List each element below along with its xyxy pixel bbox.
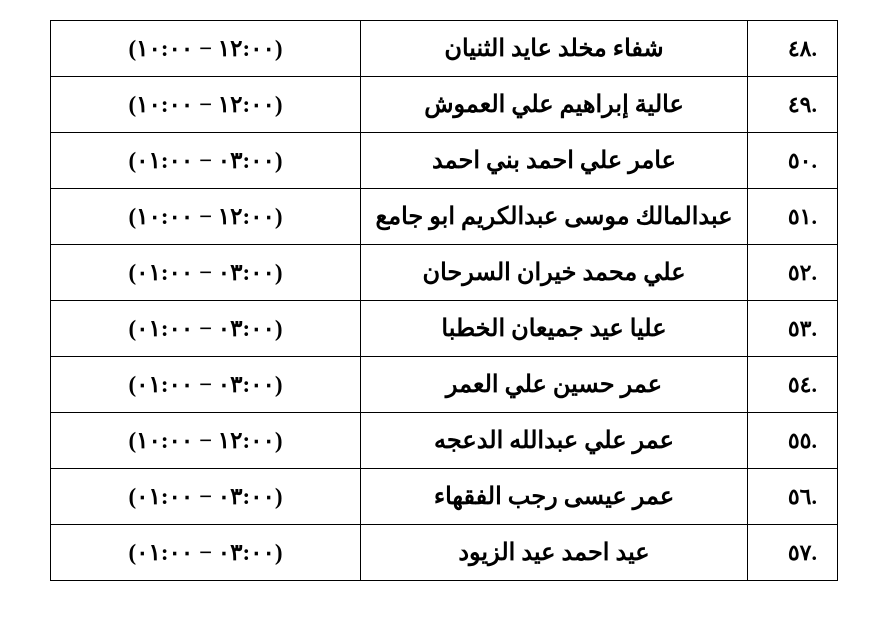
row-time: (١٢:٠٠ − ١٠:٠٠) — [51, 77, 361, 133]
row-index: .٥٦ — [748, 469, 838, 525]
row-time: (٠٣:٠٠ − ٠١:٠٠) — [51, 469, 361, 525]
row-index: .٥٣ — [748, 301, 838, 357]
row-name: شفاء مخلد عايد الثنيان — [361, 21, 748, 77]
table-row: .٥٤عمر حسين علي العمر(٠٣:٠٠ − ٠١:٠٠) — [51, 357, 838, 413]
table-row: .٥٠عامر علي احمد بني احمد(٠٣:٠٠ − ٠١:٠٠) — [51, 133, 838, 189]
table-row: .٥٧عيد احمد عيد الزيود(٠٣:٠٠ − ٠١:٠٠) — [51, 525, 838, 581]
row-index: .٤٩ — [748, 77, 838, 133]
row-index: .٥٧ — [748, 525, 838, 581]
row-name: علي محمد خيران السرحان — [361, 245, 748, 301]
table-row: .٤٨شفاء مخلد عايد الثنيان(١٢:٠٠ − ١٠:٠٠) — [51, 21, 838, 77]
table-row: .٥٦عمر عيسى رجب الفقهاء(٠٣:٠٠ − ٠١:٠٠) — [51, 469, 838, 525]
row-name: عيد احمد عيد الزيود — [361, 525, 748, 581]
row-time: (٠٣:٠٠ − ٠١:٠٠) — [51, 301, 361, 357]
row-index: .٥٤ — [748, 357, 838, 413]
table-body: .٤٨شفاء مخلد عايد الثنيان(١٢:٠٠ − ١٠:٠٠)… — [51, 21, 838, 581]
row-time: (٠٣:٠٠ − ٠١:٠٠) — [51, 357, 361, 413]
names-table: .٤٨شفاء مخلد عايد الثنيان(١٢:٠٠ − ١٠:٠٠)… — [50, 20, 838, 581]
row-name: عليا عيد جميعان الخطبا — [361, 301, 748, 357]
row-name: عبدالمالك موسى عبدالكريم ابو جامع — [361, 189, 748, 245]
row-time: (٠٣:٠٠ − ٠١:٠٠) — [51, 245, 361, 301]
row-index: .٥١ — [748, 189, 838, 245]
table-row: .٥٣عليا عيد جميعان الخطبا(٠٣:٠٠ − ٠١:٠٠) — [51, 301, 838, 357]
row-time: (١٢:٠٠ − ١٠:٠٠) — [51, 189, 361, 245]
row-index: .٥٢ — [748, 245, 838, 301]
row-name: عمر حسين علي العمر — [361, 357, 748, 413]
table-row: .٥١عبدالمالك موسى عبدالكريم ابو جامع(١٢:… — [51, 189, 838, 245]
row-name: عالية إبراهيم علي العموش — [361, 77, 748, 133]
row-name: عامر علي احمد بني احمد — [361, 133, 748, 189]
row-index: .٥٠ — [748, 133, 838, 189]
row-name: عمر علي عبدالله الدعجه — [361, 413, 748, 469]
table-row: .٥٥عمر علي عبدالله الدعجه(١٢:٠٠ − ١٠:٠٠) — [51, 413, 838, 469]
row-name: عمر عيسى رجب الفقهاء — [361, 469, 748, 525]
row-time: (٠٣:٠٠ − ٠١:٠٠) — [51, 525, 361, 581]
row-time: (٠٣:٠٠ − ٠١:٠٠) — [51, 133, 361, 189]
row-time: (١٢:٠٠ − ١٠:٠٠) — [51, 413, 361, 469]
table-row: .٤٩عالية إبراهيم علي العموش(١٢:٠٠ − ١٠:٠… — [51, 77, 838, 133]
table-row: .٥٢علي محمد خيران السرحان(٠٣:٠٠ − ٠١:٠٠) — [51, 245, 838, 301]
row-index: .٤٨ — [748, 21, 838, 77]
row-index: .٥٥ — [748, 413, 838, 469]
row-time: (١٢:٠٠ − ١٠:٠٠) — [51, 21, 361, 77]
